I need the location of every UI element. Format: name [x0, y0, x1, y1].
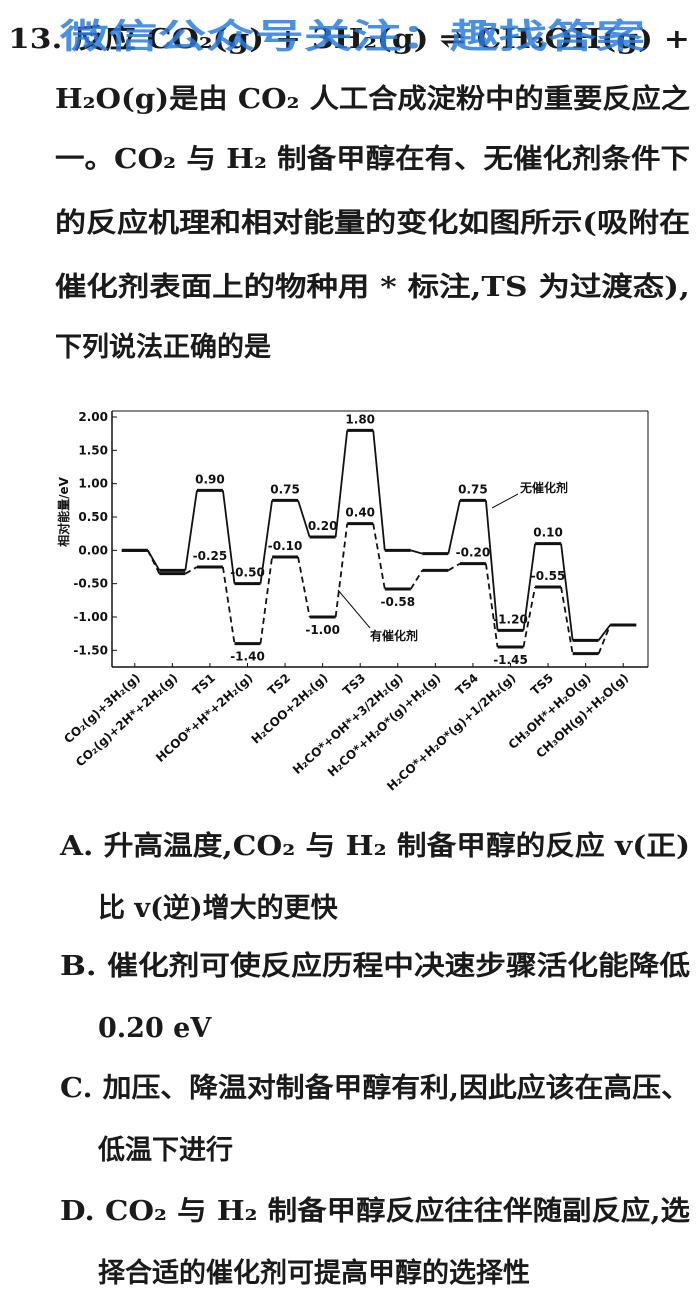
connector	[372, 430, 386, 551]
connector	[222, 490, 236, 584]
value-label: -0.25	[193, 549, 228, 563]
connector	[184, 566, 198, 575]
connector	[259, 556, 273, 644]
option-line: 择合适的催化剂可提高甲醇的选择性	[98, 1257, 530, 1289]
connector	[259, 500, 273, 584]
question-line: H₂O(g)是由 CO₂ 人工合成淀粉中的重要反应之	[55, 83, 690, 115]
y-tick-label: 1.50	[78, 443, 108, 457]
connector	[184, 490, 198, 571]
legend-label: 无催化剂	[519, 480, 568, 495]
y-axis-label: 相对能量/eV	[56, 476, 71, 547]
y-tick-label: -1.50	[73, 643, 108, 657]
connector	[297, 556, 311, 618]
question-line: 下列说法正确的是	[55, 331, 271, 363]
option-line: 比 v(逆)增大的更快	[98, 892, 339, 924]
connector	[597, 624, 612, 655]
question-line: 催化剂表面上的物种用 * 标注,TS 为过渡态),	[55, 271, 690, 303]
y-tick-label: 2.00	[78, 410, 108, 424]
option-line: B. 催化剂可使反应历程中决速步骤活化能降低	[60, 950, 690, 982]
value-label: -1.00	[305, 623, 340, 637]
connector	[410, 549, 423, 555]
y-tick-label: -1.00	[73, 610, 108, 624]
value-label: 0.20	[308, 519, 338, 533]
option-line: 0.20 eV	[98, 1013, 212, 1044]
option-line: 低温下进行	[97, 1134, 233, 1166]
legend-label: 有催化剂	[370, 628, 418, 643]
connector	[522, 543, 536, 631]
value-label: 0.75	[270, 482, 300, 496]
option-line: D. CO₂ 与 H₂ 制备甲醇反应往往伴随副反应,选	[60, 1195, 690, 1227]
option-line: A. 升高温度,CO₂ 与 H₂ 制备甲醇的反应 v(正)	[59, 830, 690, 862]
connector	[560, 586, 574, 654]
connector	[597, 624, 611, 641]
value-label: 0.40	[345, 506, 375, 520]
y-tick-label: 0.00	[78, 543, 108, 557]
y-tick-label: -0.50	[73, 577, 108, 591]
value-label: 0.10	[533, 526, 563, 540]
value-label: -0.58	[380, 595, 415, 609]
value-label: 1.80	[345, 412, 375, 426]
connector	[334, 523, 349, 618]
value-label: -0.55	[531, 569, 566, 583]
watermark: 微信公众号关注：趣找答案	[59, 17, 647, 57]
question: 13. 反应 CO₂(g) + 3H₂(g) ⇌ CH₃OH(g) + H₂O(g…	[8, 23, 690, 363]
connector	[485, 500, 499, 631]
connector	[222, 566, 236, 644]
question-line: 13. 反应 CO₂(g) + 3H₂(g) ⇌ CH₃OH(g) +	[8, 23, 690, 55]
legend-leader	[491, 493, 519, 509]
connector	[560, 543, 574, 641]
option-line: C. 加压、降温对制备甲醇有利,因此应该在高压、	[60, 1072, 690, 1104]
value-label: 0.90	[195, 472, 225, 486]
question-line: 的反应机理和相对能量的变化如图所示(吸附在	[55, 207, 690, 239]
value-label: -1.40	[230, 650, 265, 664]
connector	[410, 569, 424, 590]
connector	[522, 586, 536, 648]
options: A. 升高温度,CO₂ 与 H₂ 制备甲醇的反应 v(正) 比 v(逆)增大的更快…	[59, 830, 690, 1289]
y-tick-label: 0.50	[78, 510, 108, 524]
value-label: -0.50	[230, 566, 265, 580]
y-tick-label: 1.00	[78, 477, 108, 491]
connector	[297, 500, 311, 538]
value-label: 0.75	[458, 482, 488, 496]
question-line: 一。CO₂ 与 H₂ 制备甲醇在有、无催化剂条件下	[55, 143, 690, 175]
connector	[372, 523, 386, 590]
value-label: -0.20	[456, 546, 491, 560]
connector	[485, 563, 499, 648]
connector	[334, 430, 349, 538]
value-label: -1.45	[493, 653, 528, 667]
value-label: -0.10	[268, 539, 303, 553]
connector	[447, 500, 461, 554]
connector	[146, 549, 161, 575]
legend-leader	[337, 589, 371, 629]
connector	[447, 562, 461, 572]
value-label: -1.20	[493, 612, 528, 626]
